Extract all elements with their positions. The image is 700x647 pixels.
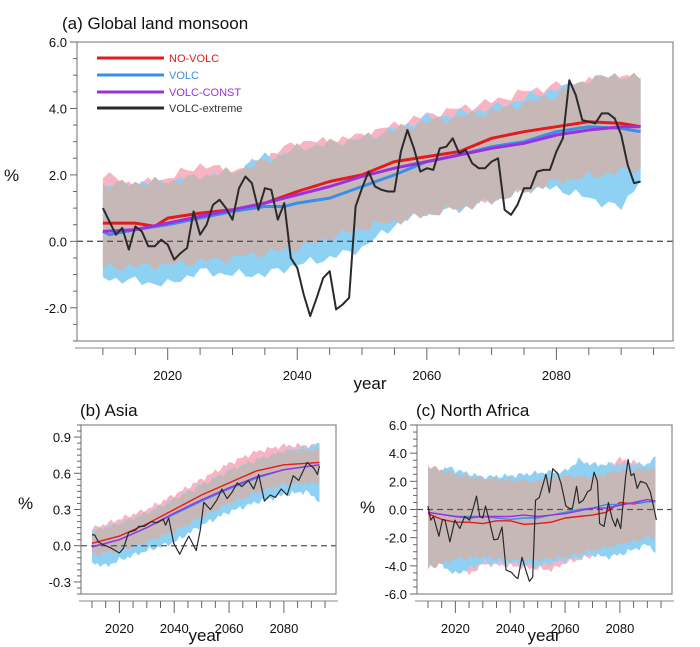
panel-b-ytick-label: 0.3 [53, 503, 71, 518]
panel-a-plot: 6.0 4.0 2.0 0.0 -2.0 2020 2040 2060 2080 [45, 35, 675, 383]
panel-a-ytick-label: 0.0 [49, 234, 67, 249]
panel-c-xtick-label: 2060 [551, 621, 580, 636]
panel-a-xtick-label: 2060 [412, 368, 441, 383]
panel-b-series-volc-extreme [92, 461, 321, 555]
panel-b-ytick-label: 0.9 [53, 430, 71, 445]
panel-c-ytick-label: -6.0 [385, 587, 407, 602]
panel-b-xlabel: year [188, 626, 221, 645]
panel-c-ytick-label: 6.0 [389, 418, 407, 433]
panel-b-ytick-label: 0.0 [53, 539, 71, 554]
panel-c-xtick-label: 2040 [496, 621, 525, 636]
panel-a-series-volc-extreme [102, 79, 641, 318]
panel-a-title: (a) Global land monsoon [62, 14, 248, 33]
panel-c-xlabel: year [527, 626, 560, 645]
panel-b-ytick-label: 0.6 [53, 466, 71, 481]
panel-b-xtick-label: 2020 [105, 621, 134, 636]
panel-b-ytick-label: -0.3 [49, 575, 71, 590]
panel-c-title: (c) North Africa [416, 401, 530, 420]
panel-b-xtick-label: 2080 [269, 621, 298, 636]
panel-c-series-no-volc [427, 500, 656, 525]
panel-a-series-no-volc [102, 120, 641, 228]
panel-c-series-volc-const [427, 498, 656, 519]
panel-b-xtick-label: 2060 [215, 621, 244, 636]
legend-label-volc-extreme: VOLC-extreme [169, 103, 242, 115]
panel-c-ytick-label: -4.0 [385, 559, 407, 574]
panel-c-xtick-label: 2080 [605, 621, 634, 636]
panel-b-xtick-label: 2040 [160, 621, 189, 636]
panel-c-ylabel: % [360, 498, 375, 517]
panel-b-plot: 0.9 0.6 0.3 0.0 -0.3 2020 2040 2060 2080 [49, 424, 338, 636]
panel-b-band-volc-const-range [92, 446, 320, 557]
legend-label-volc: VOLC [169, 70, 199, 82]
panel-a-xtick-label: 2040 [283, 368, 312, 383]
panel-c-ytick-label: -2.0 [385, 531, 407, 546]
panel-c-xtick-label: 2020 [441, 621, 470, 636]
panel-c-ytick-label: 0.0 [389, 503, 407, 518]
panel-c-series-volc-extreme [427, 458, 657, 582]
panel-a-ytick-label: 6.0 [49, 35, 67, 50]
panel-a-xtick-label: 2080 [542, 368, 571, 383]
panel-b-series-volc-const [91, 464, 320, 548]
panel-c-ytick-label: 4.0 [389, 446, 407, 461]
panel-a-xlabel: year [353, 374, 386, 393]
panel-c-ytick-label: 2.0 [389, 474, 407, 489]
panel-a-series-volc [102, 125, 641, 237]
panel-a-ylabel: % [4, 166, 19, 185]
panel-b-title: (b) Asia [80, 401, 138, 420]
panel-a-ytick-label: 4.0 [49, 101, 67, 116]
legend-label-no-volc: NO-VOLC [169, 53, 219, 65]
legend-label-volc-const: VOLC-CONST [169, 87, 241, 99]
panel-c-plot: 6.0 4.0 2.0 0.0 -2.0 -4.0 -6.0 2020 2040 2060 2080 [385, 418, 674, 636]
panel-a-ytick-label: 2.0 [49, 168, 67, 183]
panel-a-ytick-label: -2.0 [45, 301, 67, 316]
legend: NO-VOLC VOLC VOLC-CONST VOLC-extreme [97, 53, 242, 115]
panel-b-ylabel: % [18, 494, 33, 513]
panel-a-xtick-label: 2020 [153, 368, 182, 383]
